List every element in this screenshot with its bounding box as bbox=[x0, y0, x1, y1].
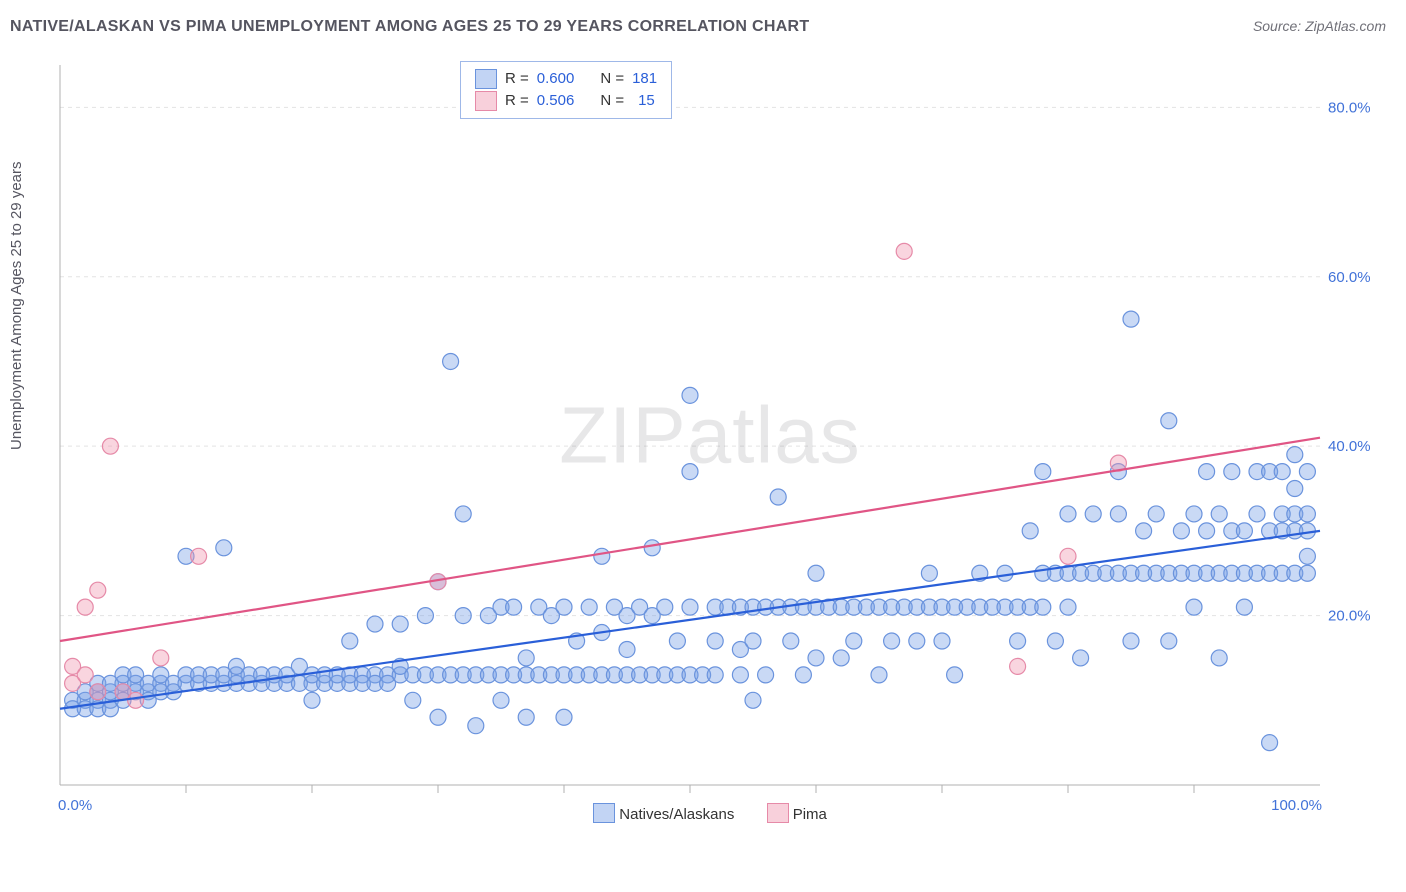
swatch-icon bbox=[593, 803, 615, 823]
chart-svg: 20.0%40.0%60.0%80.0%0.0%100.0% bbox=[50, 55, 1370, 825]
legend-label: Natives/Alaskans bbox=[619, 806, 734, 823]
swatch-icon bbox=[475, 91, 497, 111]
source-attribution: Source: ZipAtlas.com bbox=[1253, 18, 1386, 34]
legend-item-pima: Pima bbox=[767, 806, 827, 823]
swatch-icon bbox=[767, 803, 789, 823]
legend-row-natives: R = 0.600 N = 181 bbox=[475, 68, 657, 90]
legend-item-natives: Natives/Alaskans bbox=[593, 806, 738, 823]
n-label: N = bbox=[600, 90, 624, 112]
r-value: 0.600 bbox=[537, 68, 575, 90]
legend-row-pima: R = 0.506 N = 15 bbox=[475, 90, 657, 112]
legend-label: Pima bbox=[793, 806, 827, 823]
n-value: 181 bbox=[632, 68, 657, 90]
source-name: ZipAtlas.com bbox=[1305, 18, 1386, 34]
series-legend: Natives/Alaskans Pima bbox=[50, 803, 1370, 823]
r-label: R = bbox=[505, 68, 529, 90]
scatter-chart: 20.0%40.0%60.0%80.0%0.0%100.0% ZIPatlas … bbox=[50, 55, 1370, 825]
swatch-icon bbox=[475, 69, 497, 89]
n-value: 15 bbox=[632, 90, 655, 112]
n-label: N = bbox=[600, 68, 624, 90]
chart-title: NATIVE/ALASKAN VS PIMA UNEMPLOYMENT AMON… bbox=[10, 18, 809, 35]
r-value: 0.506 bbox=[537, 90, 575, 112]
y-axis-label: Unemployment Among Ages 25 to 29 years bbox=[8, 161, 25, 450]
source-label: Source: bbox=[1253, 18, 1305, 34]
svg-text:40.0%: 40.0% bbox=[1328, 438, 1370, 455]
svg-text:20.0%: 20.0% bbox=[1328, 608, 1370, 625]
correlation-legend: R = 0.600 N = 181 R = 0.506 N = 15 bbox=[460, 61, 672, 119]
svg-text:80.0%: 80.0% bbox=[1328, 99, 1370, 116]
r-label: R = bbox=[505, 90, 529, 112]
svg-text:60.0%: 60.0% bbox=[1328, 269, 1370, 286]
